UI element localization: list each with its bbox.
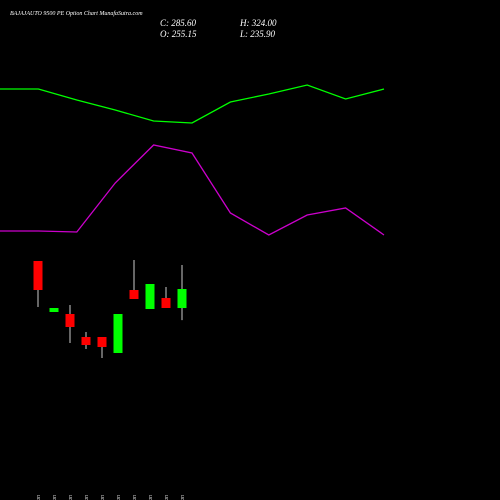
candle-body xyxy=(33,261,43,290)
x-tick-label: 07 Jan xyxy=(84,495,90,500)
x-tick-label: 13 Jan xyxy=(148,495,154,500)
indicator-line xyxy=(0,84,385,124)
candle-body xyxy=(177,289,187,309)
candle-body xyxy=(161,298,171,308)
open-label: O: 255.15 xyxy=(160,29,197,39)
x-tick-label: 14 Jan xyxy=(163,495,170,500)
chart-title: BAJAJAUTO 9500 PE Option Chart MunafaSut… xyxy=(10,10,143,17)
candle-body xyxy=(65,314,75,327)
x-tick-label: 02 Jan xyxy=(36,495,42,500)
candle-body xyxy=(129,290,139,299)
candle-body xyxy=(145,284,155,309)
x-tick-label: 06 Jan xyxy=(68,495,74,500)
high-label: H: 324.00 xyxy=(239,18,277,28)
candle-body xyxy=(97,337,107,347)
low-label: L: 235.90 xyxy=(239,29,276,39)
indicator-line xyxy=(0,144,385,236)
x-tick-label: 09 Jan xyxy=(116,495,122,500)
candle-body xyxy=(49,308,59,312)
x-tick-label: 10 Jan xyxy=(132,495,138,500)
candle-body xyxy=(113,314,123,353)
x-tick-label: 15 Jan xyxy=(180,495,186,500)
x-tick-label: 08 Jan xyxy=(100,495,106,500)
candle-body xyxy=(81,337,91,345)
x-tick-label: 03 Jan xyxy=(52,495,58,500)
close-label: C: 285.60 xyxy=(160,18,197,28)
